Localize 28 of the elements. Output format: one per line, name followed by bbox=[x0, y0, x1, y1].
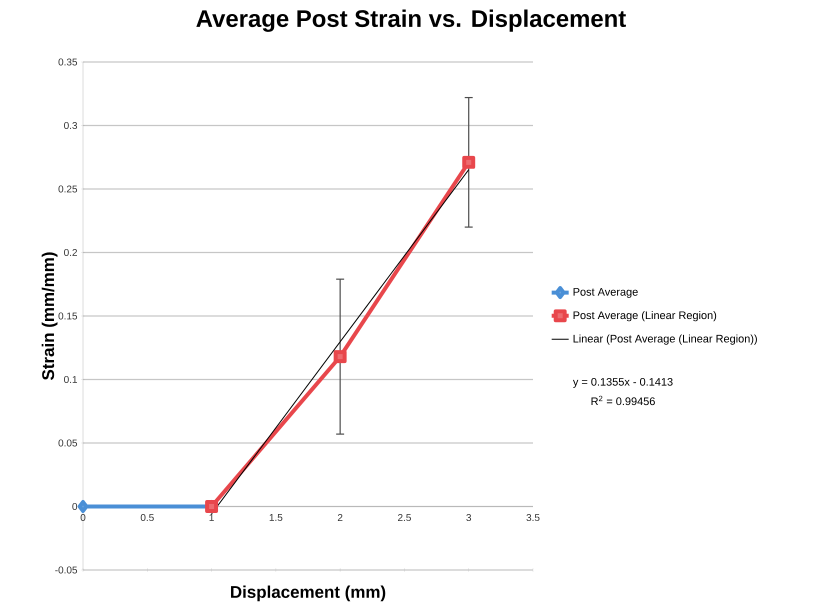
legend-label: Post Average bbox=[574, 288, 638, 298]
x-tick-label: 2 bbox=[338, 514, 342, 522]
x-tick-label: 1 bbox=[210, 514, 214, 522]
text: y = 0.1355x - 0.1413 bbox=[572, 378, 673, 388]
point bbox=[462, 156, 476, 169]
y-tick-label: 0.2 bbox=[64, 249, 77, 256]
x-tick-label: 2.5 bbox=[398, 514, 411, 522]
y-tick-label: 0.05 bbox=[58, 440, 78, 447]
x-tick-label: 3 bbox=[466, 514, 472, 522]
x-tick-label: 0.5 bbox=[140, 514, 154, 522]
y-tick-label: 0.15 bbox=[58, 312, 78, 320]
x-axis-title: Displacement (mm) bbox=[231, 586, 386, 602]
chart-title: Average Post Strain vs. Displacement bbox=[196, 10, 626, 32]
y-axis-title: Strain (mm/mm) bbox=[42, 252, 58, 380]
x-tick-label: 1.5 bbox=[270, 514, 282, 522]
legend-label: Linear (Post Average (Linear Region)) bbox=[574, 334, 757, 345]
x-tick-label: 3.5 bbox=[526, 514, 540, 522]
y-tick-label: 0 bbox=[72, 503, 78, 510]
point bbox=[78, 500, 88, 514]
x-tick-label: 0 bbox=[80, 514, 86, 522]
text: R$^{2}$ = 0.99456 bbox=[592, 396, 655, 406]
legend-label: Post Average (Linear Region) bbox=[574, 311, 716, 322]
point bbox=[334, 350, 347, 364]
y-tick-label: 0.3 bbox=[64, 122, 78, 130]
y-tick-label: 0.25 bbox=[58, 186, 78, 193]
y-tick-label: -0.05 bbox=[55, 566, 78, 574]
y-tick-label: 0.1 bbox=[64, 376, 78, 384]
y-tick-label: 0.35 bbox=[58, 58, 78, 66]
